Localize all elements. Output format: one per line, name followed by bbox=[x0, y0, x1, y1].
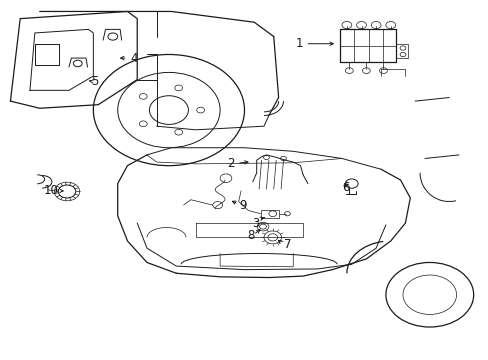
Text: 5: 5 bbox=[91, 75, 98, 88]
Text: 9: 9 bbox=[239, 199, 246, 212]
Text: 8: 8 bbox=[246, 229, 254, 242]
Text: 7: 7 bbox=[283, 238, 290, 251]
Text: 6: 6 bbox=[341, 181, 349, 194]
Text: 10: 10 bbox=[43, 184, 58, 197]
Text: 2: 2 bbox=[227, 157, 234, 170]
Text: 1: 1 bbox=[295, 37, 303, 50]
Text: 4: 4 bbox=[130, 51, 137, 64]
Text: 3: 3 bbox=[251, 216, 259, 230]
